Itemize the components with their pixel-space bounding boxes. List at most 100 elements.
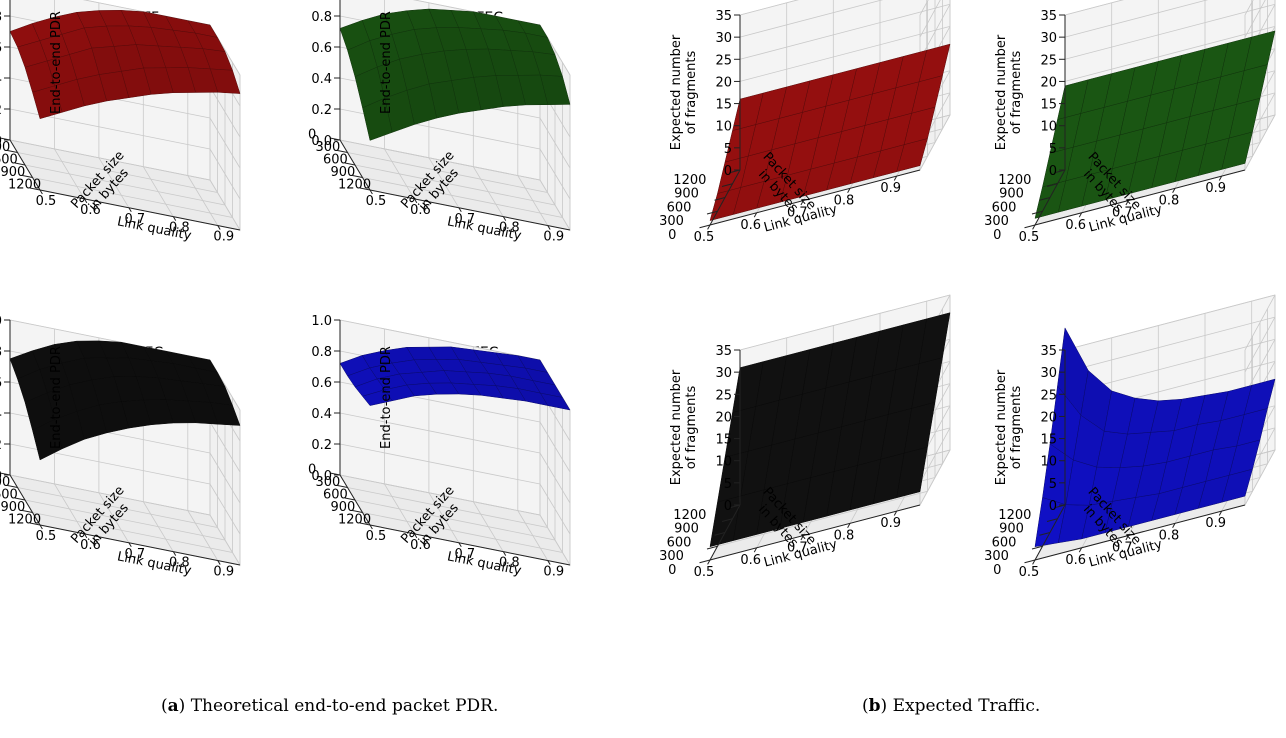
- z-tick-label: 0.4: [311, 407, 332, 422]
- z-tick-label: 35: [1040, 9, 1057, 24]
- x-tick-label: 0.6: [80, 203, 101, 218]
- z-tick-label: 20: [1040, 75, 1057, 90]
- y-tick-label: 900: [331, 500, 356, 515]
- axes: [329, 319, 571, 566]
- z-tick-label: 0: [724, 499, 732, 514]
- surface: [339, 8, 571, 141]
- x-tick-label: 0.9: [213, 565, 234, 580]
- z-tick-label: 5: [1049, 142, 1057, 157]
- x-tick-label: 0.5: [1019, 230, 1040, 245]
- z-tick-label: 20: [715, 410, 732, 425]
- surface-patch: [1243, 378, 1276, 415]
- y-tick-label: 900: [999, 187, 1024, 202]
- surface-patch: [362, 389, 393, 406]
- x-tick-label: 0.7: [787, 206, 808, 221]
- y-tick-label: 900: [331, 165, 356, 180]
- z-axis-label: Expected number: [669, 34, 684, 150]
- z-tick-label: 0: [724, 164, 732, 179]
- z-tick-label: 0.6: [311, 376, 332, 391]
- caption-b-text: ) Expected Traffic.: [880, 696, 1041, 716]
- y-tick-label: 300: [659, 214, 684, 229]
- y-tick-label: 900: [674, 187, 699, 202]
- z-tick-label: 35: [715, 9, 732, 24]
- y-tick-label: 0: [308, 128, 316, 143]
- z-axis-label: End-to-end PDR: [49, 11, 64, 114]
- z-axis-label: of fragments: [1009, 50, 1024, 134]
- x-tick-label: 0.5: [366, 529, 387, 544]
- x-tick-label: 0.5: [694, 565, 715, 580]
- z-tick-label: 0.2: [0, 103, 2, 118]
- y-tick-label: 300: [316, 140, 341, 155]
- z-tick-label: 0.8: [311, 10, 332, 25]
- y-tick-label: 900: [0, 500, 25, 515]
- x-tick-label: 0.7: [1112, 206, 1133, 221]
- z-axis-label: Expected number: [994, 369, 1009, 485]
- z-tick-label: 15: [1040, 433, 1057, 448]
- z-tick-label: 0: [1049, 499, 1057, 514]
- surface-patch: [918, 312, 951, 364]
- y-tick-label: 0: [308, 463, 316, 478]
- z-tick-label: 1.0: [0, 314, 2, 329]
- z-axis-label: Expected number: [994, 34, 1009, 150]
- caption-a: (a) Theoretical end-to-end packet PDR.: [161, 696, 499, 716]
- x-tick-label: 0.6: [410, 538, 431, 553]
- z-tick-label: 0.8: [0, 345, 2, 360]
- axes: [329, 0, 571, 231]
- x-tick-label: 0.8: [499, 221, 520, 236]
- x-tick-label: 0.8: [834, 193, 855, 208]
- y-tick-label: 0: [668, 228, 676, 243]
- x-tick-label: 0.9: [880, 181, 901, 196]
- x-tick-label: 0.5: [36, 529, 57, 544]
- y-tick-label: 1200: [338, 178, 371, 193]
- x-tick-label: 0.6: [1065, 553, 1086, 568]
- z-tick-label: 5: [724, 142, 732, 157]
- x-tick-label: 0.9: [543, 230, 564, 245]
- z-tick-label: 30: [715, 31, 732, 46]
- z-tick-label: 15: [715, 98, 732, 113]
- y-tick-label: 600: [0, 488, 18, 503]
- z-tick-label: 20: [715, 75, 732, 90]
- surface-patch: [32, 85, 63, 120]
- y-tick-label: 600: [667, 535, 692, 550]
- x-axis-label: Link quality: [446, 549, 523, 579]
- z-tick-label: 0.2: [0, 438, 2, 453]
- z-tick-label: 10: [715, 120, 732, 135]
- x-tick-label: 0.8: [834, 528, 855, 543]
- z-tick-label: 1.0: [311, 314, 332, 329]
- z-axis-label: of fragments: [1009, 385, 1024, 469]
- surface-patch: [1243, 30, 1276, 71]
- x-tick-label: 0.9: [1205, 181, 1226, 196]
- axes: [1024, 349, 1246, 565]
- y-tick-label: 900: [0, 165, 25, 180]
- x-tick-label: 0.8: [169, 221, 190, 236]
- y-tick-label: 600: [0, 153, 18, 168]
- y-tick-label: 300: [984, 549, 1009, 564]
- x-tick-label: 0.5: [1019, 565, 1040, 580]
- y-tick-label: 300: [316, 475, 341, 490]
- y-tick-label: 900: [999, 522, 1024, 537]
- x-tick-label: 0.7: [125, 212, 146, 227]
- z-tick-label: 0.8: [0, 10, 2, 25]
- y-tick-label: 1200: [673, 508, 706, 523]
- z-tick-label: 10: [1040, 120, 1057, 135]
- surface: [709, 312, 951, 548]
- surface: [339, 346, 571, 411]
- x-tick-label: 0.6: [80, 538, 101, 553]
- x-tick-label: 0.9: [543, 565, 564, 580]
- y-tick-label: 900: [674, 522, 699, 537]
- z-axis-label: of fragments: [684, 50, 699, 134]
- z-tick-label: 30: [715, 366, 732, 381]
- x-axis-label: Link quality: [116, 549, 193, 579]
- y-tick-label: 300: [0, 475, 10, 490]
- y-tick-label: 600: [667, 200, 692, 215]
- surface: [9, 340, 241, 461]
- surface-patch: [918, 43, 951, 83]
- x-axis-label: Link quality: [116, 214, 193, 244]
- caption-a-text: ) Theoretical end-to-end packet PDR.: [178, 696, 499, 716]
- z-axis-label: End-to-end PDR: [379, 11, 394, 114]
- z-tick-label: 30: [1040, 31, 1057, 46]
